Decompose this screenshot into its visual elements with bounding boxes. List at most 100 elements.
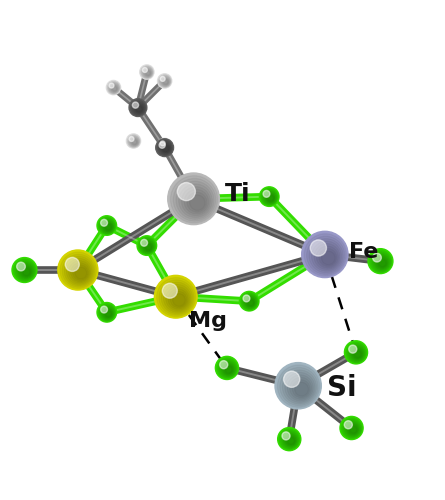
Circle shape: [310, 240, 327, 256]
Circle shape: [133, 102, 144, 114]
Circle shape: [187, 192, 207, 212]
Text: Ti: Ti: [225, 182, 251, 206]
Circle shape: [161, 142, 169, 150]
Circle shape: [307, 236, 345, 275]
Circle shape: [99, 304, 115, 320]
Circle shape: [17, 263, 33, 279]
Circle shape: [162, 78, 169, 85]
Circle shape: [316, 246, 339, 268]
Text: Si: Si: [327, 374, 357, 402]
Circle shape: [242, 294, 258, 310]
Circle shape: [162, 144, 170, 153]
Circle shape: [182, 186, 210, 216]
Circle shape: [104, 223, 112, 230]
Circle shape: [170, 292, 187, 308]
Circle shape: [247, 298, 254, 306]
Circle shape: [163, 144, 168, 149]
Circle shape: [100, 306, 114, 320]
Circle shape: [159, 76, 171, 87]
Circle shape: [285, 372, 315, 402]
Circle shape: [21, 267, 31, 276]
Circle shape: [107, 81, 120, 94]
Circle shape: [158, 74, 171, 88]
Circle shape: [190, 195, 205, 210]
Circle shape: [283, 371, 300, 388]
Circle shape: [141, 66, 154, 78]
Circle shape: [140, 239, 154, 254]
Circle shape: [109, 83, 114, 88]
Circle shape: [348, 425, 357, 434]
Circle shape: [158, 74, 172, 88]
Circle shape: [103, 222, 113, 232]
Circle shape: [138, 237, 156, 254]
Circle shape: [347, 343, 366, 362]
Circle shape: [243, 294, 257, 309]
Circle shape: [146, 244, 151, 250]
Circle shape: [281, 431, 299, 448]
Circle shape: [160, 141, 165, 146]
Circle shape: [112, 86, 117, 92]
Circle shape: [126, 134, 141, 148]
Circle shape: [158, 138, 172, 152]
Circle shape: [145, 70, 150, 75]
Circle shape: [111, 85, 117, 92]
Circle shape: [137, 236, 157, 256]
Circle shape: [349, 346, 364, 360]
Circle shape: [109, 82, 119, 93]
Circle shape: [295, 382, 308, 396]
Circle shape: [224, 365, 233, 374]
Circle shape: [16, 262, 25, 271]
Circle shape: [15, 260, 35, 281]
Circle shape: [158, 142, 172, 154]
Circle shape: [142, 68, 147, 72]
Circle shape: [103, 309, 113, 318]
Circle shape: [243, 296, 256, 308]
Circle shape: [343, 419, 361, 438]
Circle shape: [344, 420, 361, 437]
Circle shape: [143, 68, 152, 77]
Circle shape: [128, 136, 140, 147]
Circle shape: [166, 286, 190, 310]
Circle shape: [130, 138, 138, 145]
Circle shape: [60, 252, 97, 288]
Circle shape: [243, 295, 250, 302]
Circle shape: [354, 350, 361, 358]
Circle shape: [219, 360, 236, 377]
Circle shape: [139, 238, 155, 254]
Circle shape: [275, 362, 321, 409]
Circle shape: [321, 251, 335, 265]
Circle shape: [217, 358, 238, 378]
Circle shape: [133, 140, 137, 144]
Circle shape: [163, 146, 169, 152]
Circle shape: [263, 190, 277, 204]
Circle shape: [160, 140, 170, 151]
Circle shape: [102, 308, 113, 318]
Circle shape: [132, 102, 138, 108]
Circle shape: [161, 142, 170, 150]
Circle shape: [376, 256, 388, 268]
Circle shape: [173, 294, 186, 306]
Circle shape: [218, 359, 237, 378]
Circle shape: [129, 136, 139, 146]
Circle shape: [158, 140, 172, 156]
Circle shape: [164, 80, 168, 84]
Circle shape: [162, 284, 177, 298]
Circle shape: [353, 350, 362, 358]
Circle shape: [346, 342, 367, 363]
Circle shape: [64, 256, 94, 286]
Circle shape: [109, 84, 119, 92]
Circle shape: [278, 428, 301, 450]
Circle shape: [62, 254, 95, 288]
Circle shape: [349, 345, 357, 353]
Circle shape: [287, 375, 313, 401]
Circle shape: [164, 144, 168, 148]
Circle shape: [130, 100, 146, 116]
Circle shape: [225, 366, 232, 373]
Circle shape: [142, 241, 153, 252]
Circle shape: [101, 306, 114, 320]
Circle shape: [69, 260, 91, 283]
Circle shape: [372, 252, 390, 271]
Circle shape: [136, 106, 142, 112]
Text: Mg: Mg: [189, 311, 227, 331]
Circle shape: [176, 181, 214, 220]
